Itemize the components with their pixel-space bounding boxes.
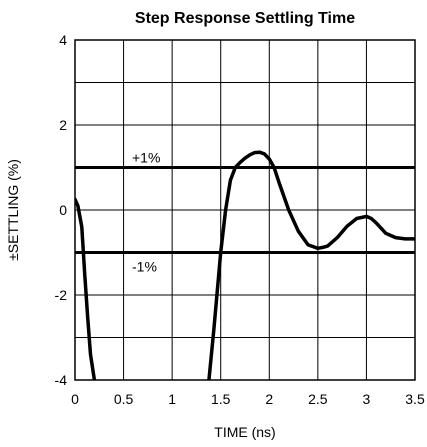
x-axis-label: TIME (ns): [214, 424, 275, 440]
x-tick-label: 3: [363, 391, 371, 407]
x-tick-labels: 0 0.5 1 1.5 2 2.5 3 3.5: [71, 391, 425, 407]
chart-title: Step Response Settling Time: [135, 10, 355, 27]
y-tick-label: 2: [59, 117, 67, 133]
grid-lines: [75, 40, 415, 380]
band-label: -1%: [132, 259, 157, 275]
y-tick-label: -2: [55, 287, 68, 303]
x-tick-label: 0: [71, 391, 79, 407]
y-axis-label: ±SETTLING (%): [5, 159, 21, 261]
y-tick-label: -4: [55, 372, 68, 388]
x-tick-label: 3.5: [405, 391, 425, 407]
plot-frame: [74, 39, 416, 381]
band-label: +1%: [132, 150, 160, 166]
x-tick-label: 2.5: [308, 391, 328, 407]
settling-curve: [75, 150, 415, 380]
y-tick-label: 0: [59, 202, 67, 218]
x-tick-label: 1.5: [211, 391, 231, 407]
y-tick-label: 4: [59, 32, 67, 48]
y-tick-labels: 4 2 0 -2 -4: [55, 32, 68, 388]
x-tick-label: 1: [168, 391, 176, 407]
tolerance-bands: +1% -1%: [75, 150, 415, 275]
x-tick-label: 2: [265, 391, 273, 407]
x-tick-label: 0.5: [114, 391, 134, 407]
